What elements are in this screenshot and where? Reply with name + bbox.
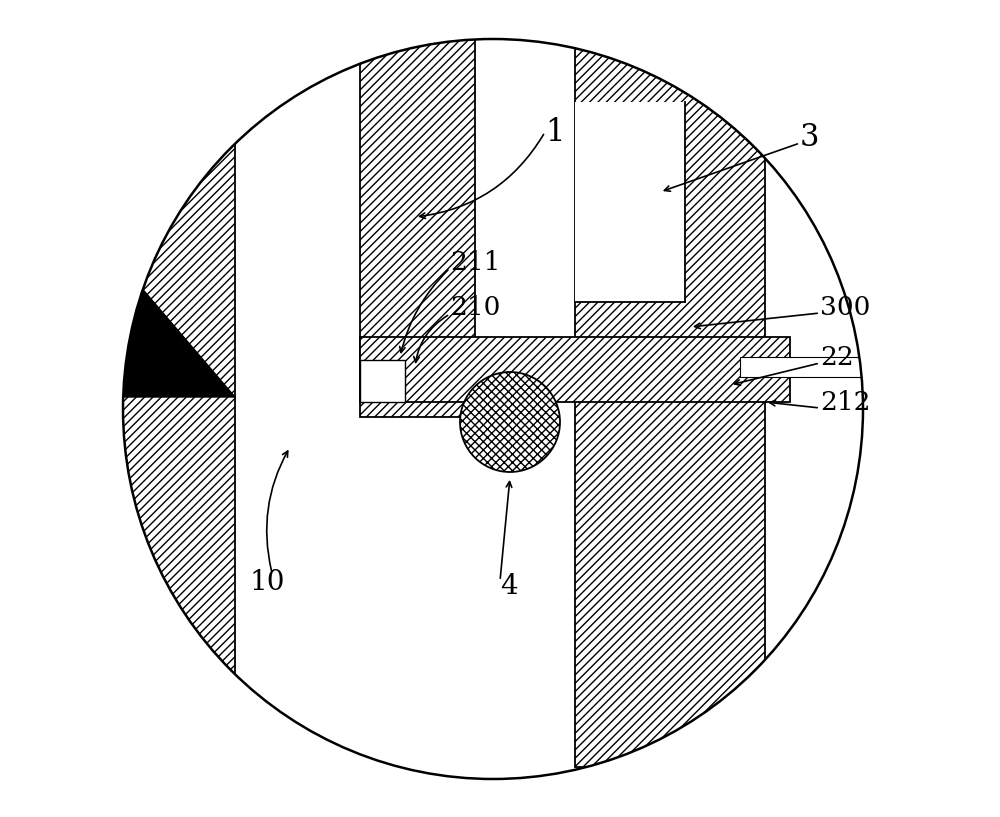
Text: 212: 212 bbox=[820, 390, 870, 414]
Text: 300: 300 bbox=[820, 294, 870, 319]
Bar bbox=[575, 0, 765, 767]
Bar bbox=[575, 102, 685, 302]
Bar bbox=[115, 0, 235, 817]
Text: 210: 210 bbox=[450, 294, 500, 319]
Text: 211: 211 bbox=[450, 249, 500, 275]
Text: 22: 22 bbox=[820, 345, 854, 369]
Circle shape bbox=[460, 372, 560, 472]
Text: 4: 4 bbox=[500, 574, 518, 600]
Text: 1: 1 bbox=[545, 117, 564, 148]
Text: 3: 3 bbox=[800, 122, 820, 153]
Bar bbox=[360, 0, 475, 417]
Text: 10: 10 bbox=[250, 569, 286, 596]
Polygon shape bbox=[115, 257, 235, 397]
Bar bbox=[360, 337, 790, 402]
Bar bbox=[740, 357, 875, 377]
Bar bbox=[360, 360, 405, 402]
